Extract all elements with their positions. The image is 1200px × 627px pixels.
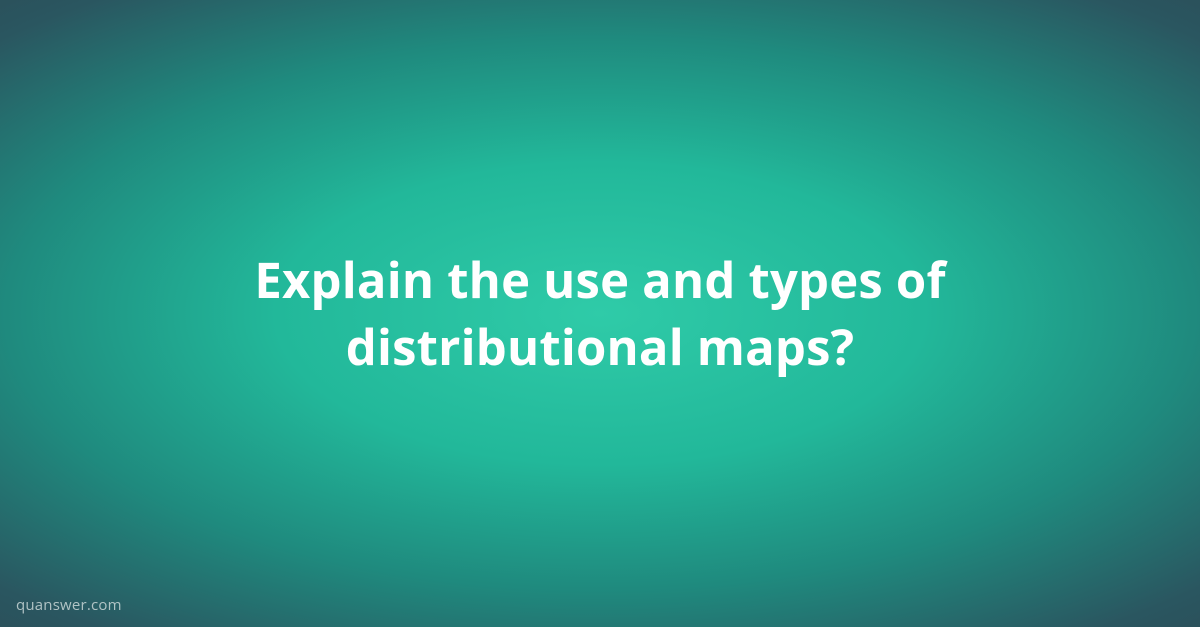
question-card: Explain the use and types of distributio…	[0, 0, 1200, 627]
site-watermark: quanswer.com	[16, 595, 122, 615]
question-text: Explain the use and types of distributio…	[150, 247, 1050, 379]
